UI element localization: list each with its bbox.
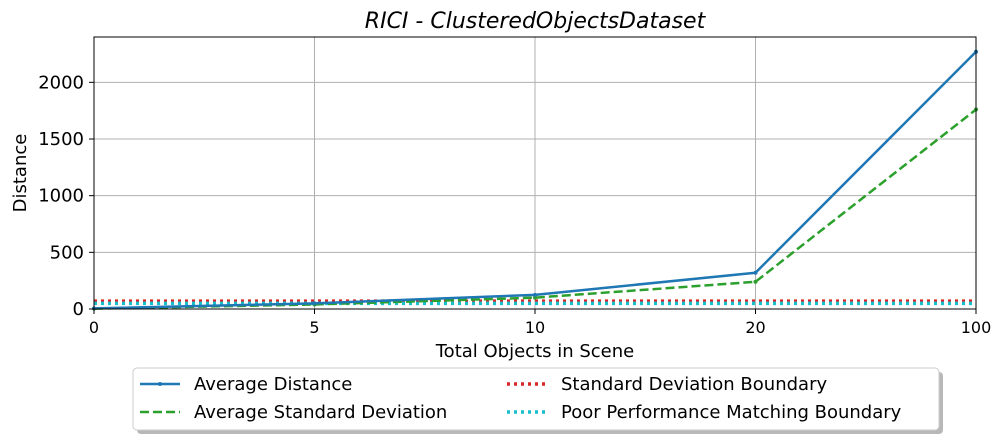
- legend-marker: [158, 382, 162, 386]
- legend-entry-label: Average Standard Deviation: [194, 402, 447, 423]
- x-tick-label: 10: [525, 318, 545, 337]
- y-axis-label: Distance: [10, 134, 31, 213]
- legend: Average Distance Average Standard Deviati…: [132, 367, 943, 434]
- y-tick-label: 2000: [38, 72, 84, 93]
- legend-entry-label: Standard Deviation Boundary: [561, 374, 827, 395]
- series-point: [533, 292, 537, 297]
- legend-box: [132, 367, 940, 431]
- series-point: [533, 295, 537, 300]
- x-tick-label: 0: [89, 318, 99, 337]
- y-tick-label: 1500: [38, 129, 84, 150]
- y-tick-label: 0: [73, 299, 84, 320]
- chart-title: RICI - ClusteredObjectsDataset: [365, 9, 707, 34]
- x-tick-label: 20: [745, 318, 765, 337]
- grid: [93, 37, 977, 310]
- x-tick-label: 100: [961, 318, 992, 337]
- series-point: [312, 301, 317, 306]
- y-tick-label: 500: [50, 242, 84, 263]
- legend-entry-label: Poor Performance Matching Boundary: [561, 402, 902, 423]
- legend-entry-label: Average Distance: [194, 374, 352, 395]
- series-lines: [92, 49, 978, 311]
- x-tick-label: 5: [309, 318, 319, 337]
- series-point: [753, 270, 758, 275]
- series-point: [753, 279, 758, 284]
- x-axis-label: Total Objects in Scene: [435, 341, 635, 362]
- y-tick-label: 1000: [38, 186, 84, 207]
